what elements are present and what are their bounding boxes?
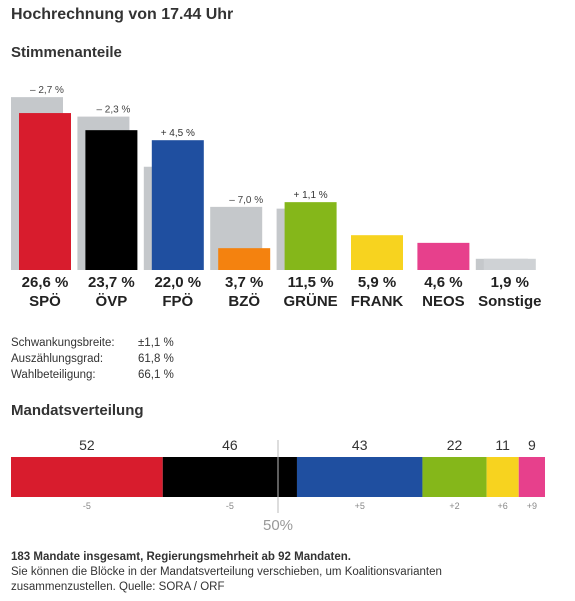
seat-change-label: -5	[83, 501, 91, 511]
stat-label: Schwankungsbreite:	[11, 337, 115, 349]
vote-bar	[284, 202, 337, 270]
seat-count-label: 9	[528, 437, 536, 453]
stat-value: 61,8 %	[138, 353, 174, 365]
vote-bar	[417, 242, 470, 270]
value-label: 5,9 %	[358, 274, 396, 291]
change-label: + 4,5 %	[161, 128, 195, 139]
stat-value: 66,1 %	[138, 369, 174, 381]
stat-row: Schwankungsbreite: ±1,1 %	[11, 335, 174, 351]
value-label: 26,6 %	[22, 274, 69, 291]
party-label: SPÖ	[29, 293, 61, 310]
seat-count-label: 46	[222, 437, 238, 453]
seat-count-label: 52	[79, 437, 95, 453]
party-label: GRÜNE	[284, 293, 338, 310]
seat-change-label: +5	[355, 501, 365, 511]
seat-count-label: 11	[495, 437, 510, 453]
stat-label: Auszählungsgrad:	[11, 353, 104, 365]
footer-summary: 183 Mandate insgesamt, Regierungsmehrhei…	[11, 551, 351, 563]
value-label: 3,7 %	[225, 274, 263, 291]
page-title: Hochrechnung von 17.44 Uhr	[11, 6, 234, 23]
party-label: BZÖ	[228, 293, 260, 310]
stat-row: Auszählungsgrad: 61,8 %	[11, 351, 174, 367]
vote-bar	[351, 235, 403, 270]
vote-bar	[218, 248, 271, 270]
value-label: 1,9 %	[491, 274, 529, 291]
seat-change-label: +9	[527, 501, 537, 511]
change-label: – 7,0 %	[229, 195, 263, 206]
vote-bar	[85, 130, 138, 270]
stat-label: Wahlbeteiligung:	[11, 369, 96, 381]
votes-section-title: Stimmenanteile	[11, 44, 122, 61]
seat-segment	[422, 457, 487, 497]
seat-change-label: +2	[449, 501, 459, 511]
seat-segment	[11, 457, 163, 497]
stat-value: ±1,1 %	[138, 337, 174, 349]
party-label: FPÖ	[162, 293, 193, 310]
seat-change-label: -5	[226, 501, 234, 511]
vote-bar	[151, 140, 204, 270]
footer-line: Sie können die Blöcke in der Mandatsvert…	[11, 566, 442, 578]
value-label: 23,7 %	[88, 274, 135, 291]
change-label: + 1,1 %	[293, 190, 327, 201]
value-label: 11,5 %	[288, 274, 334, 291]
value-label: 4,6 %	[424, 274, 462, 291]
seat-change-label: +6	[498, 501, 508, 511]
change-label: – 2,3 %	[96, 105, 130, 116]
seat-segment	[486, 457, 519, 497]
seat-count-label: 22	[447, 437, 463, 453]
value-label: 22,0 %	[154, 274, 201, 291]
party-label: ÖVP	[96, 293, 128, 310]
seat-segment	[162, 457, 297, 497]
party-label: Sonstige	[478, 293, 541, 310]
change-label: – 2,7 %	[30, 85, 64, 96]
majority-label: 50%	[263, 517, 293, 534]
party-label: FRANK	[351, 293, 404, 310]
seat-segment	[296, 457, 423, 497]
footer-source: zusammenzustellen. Quelle: SORA / ORF	[11, 581, 225, 593]
stats-table: Schwankungsbreite: ±1,1 % Auszählungsgrad…	[11, 335, 174, 383]
seat-count-label: 43	[352, 437, 368, 453]
seats-section-title: Mandatsverteilung	[11, 402, 144, 419]
vote-bar	[19, 113, 71, 270]
seat-segment	[518, 457, 545, 497]
stat-row: Wahlbeteiligung: 66,1 %	[11, 367, 174, 383]
vote-share-chart: – 2,7 % 26,6 % SPÖ – 2,3 % 23,7 % ÖVP + 4,5 % 2…	[11, 85, 541, 310]
footer-note: 183 Mandate insgesamt, Regierungsmehrhei…	[11, 550, 442, 595]
vote-bar	[483, 258, 536, 270]
party-label: NEOS	[422, 293, 465, 310]
